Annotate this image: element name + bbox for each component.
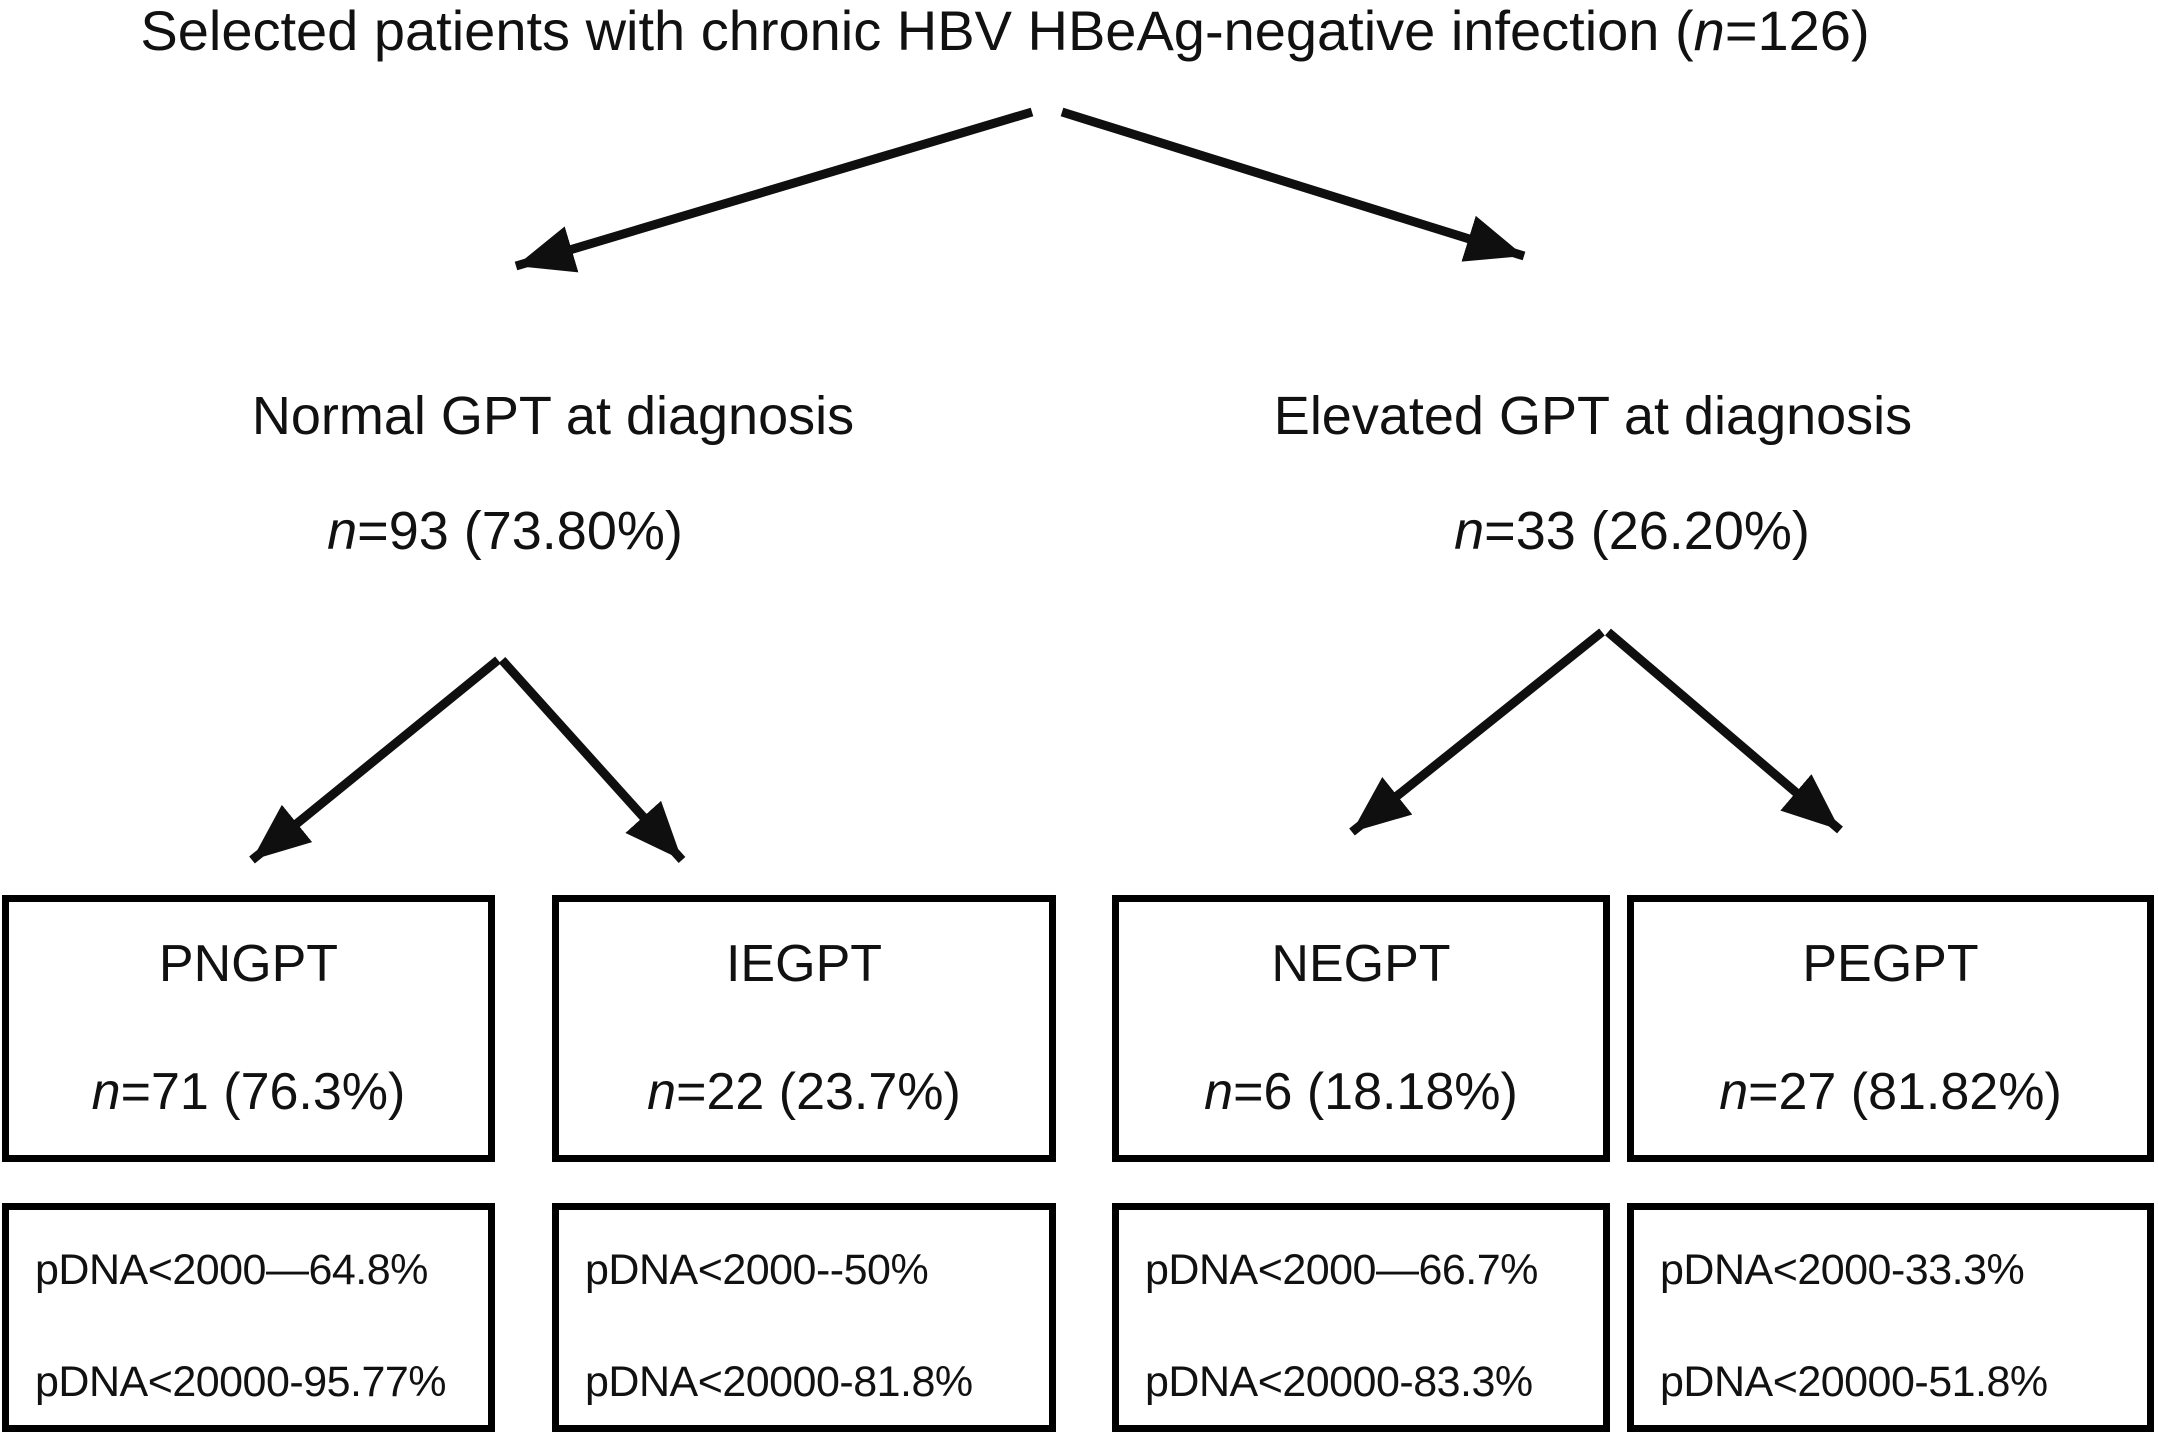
group-name-pngpt: PNGPT (158, 935, 339, 993)
pdna-box-iegpt: pDNA<2000--50% pDNA<20000-81.8% (552, 1203, 1056, 1432)
group-name-pegpt: PEGPT (1802, 935, 1979, 993)
branch-count-elevated-n: n (1454, 501, 1485, 561)
group-name-iegpt: IEGPT (725, 935, 883, 993)
branch-count-elevated-rest: =33 (26.20%) (1484, 501, 1810, 561)
group-count-negpt-n: n (1204, 1063, 1234, 1121)
arrow-root-to-elevated (1060, 107, 1526, 262)
group-count-pegpt-rest: =27 (81.82%) (1748, 1063, 2062, 1121)
branch-count-elevated-gpt: n=33 (26.20%) (1282, 500, 1982, 562)
group-count-pngpt-n: n (91, 1063, 121, 1121)
pdna-line2-iegpt: pDNA<20000-81.8% (585, 1358, 973, 1406)
pdna-line2-negpt: pDNA<20000-83.3% (1145, 1358, 1533, 1406)
group-count-iegpt: n=22 (23.7%) (559, 1062, 1049, 1122)
pdna-box-negpt: pDNA<2000—66.7% pDNA<20000-83.3% (1112, 1203, 1610, 1432)
group-box-iegpt: IEGPT n=22 (23.7%) (552, 895, 1056, 1162)
figure-title-n: n (1693, 0, 1725, 62)
group-count-iegpt-rest: =22 (23.7%) (676, 1063, 961, 1121)
group-count-pegpt: n=27 (81.82%) (1634, 1062, 2147, 1122)
group-count-iegpt-n: n (647, 1063, 677, 1121)
arrow-elevated-to-negpt (1349, 628, 1605, 836)
group-box-pegpt: PEGPT n=27 (81.82%) (1627, 895, 2154, 1162)
branch-label-normal-gpt: Normal GPT at diagnosis (251, 386, 855, 446)
branch-label-elevated-gpt: Elevated GPT at diagnosis (1273, 386, 1913, 446)
pdna-box-pngpt: pDNA<2000—64.8% pDNA<20000-95.77% (2, 1203, 495, 1432)
arrow-normal-to-iegpt (498, 656, 686, 864)
branch-count-normal-n: n (327, 501, 358, 561)
pdna-line2-pngpt: pDNA<20000-95.77% (35, 1358, 447, 1406)
group-count-pngpt: n=71 (76.3%) (9, 1062, 488, 1122)
pdna-line1-pegpt: pDNA<2000-33.3% (1660, 1246, 2025, 1294)
branch-count-normal-gpt: n=93 (73.80%) (155, 500, 855, 562)
group-name-negpt: NEGPT (1271, 935, 1451, 993)
group-box-pngpt: PNGPT n=71 (76.3%) (2, 895, 495, 1162)
figure-title: Selected patients with chronic HBV HBeAg… (0, 0, 2010, 62)
group-box-negpt: NEGPT n=6 (18.18%) (1112, 895, 1610, 1162)
pdna-line2-pegpt: pDNA<20000-51.8% (1660, 1358, 2048, 1406)
figure-title-suffix: =126) (1724, 0, 1870, 62)
pdna-line1-negpt: pDNA<2000—66.7% (1145, 1246, 1538, 1294)
arrow-root-to-normal (514, 107, 1034, 273)
pdna-box-pegpt: pDNA<2000-33.3% pDNA<20000-51.8% (1627, 1203, 2154, 1432)
pdna-line1-pngpt: pDNA<2000—64.8% (35, 1246, 428, 1294)
group-count-negpt-rest: =6 (18.18%) (1233, 1063, 1518, 1121)
pdna-line1-iegpt: pDNA<2000--50% (585, 1246, 929, 1294)
arrow-normal-to-pngpt (249, 656, 501, 864)
group-count-negpt: n=6 (18.18%) (1119, 1062, 1603, 1122)
arrow-elevated-to-pegpt (1605, 628, 1843, 834)
branch-count-normal-rest: =93 (73.80%) (357, 501, 683, 561)
group-count-pngpt-rest: =71 (76.3%) (120, 1063, 406, 1121)
group-count-pegpt-n: n (1719, 1063, 1749, 1121)
figure-title-text: Selected patients with chronic HBV HBeAg… (140, 0, 1694, 62)
